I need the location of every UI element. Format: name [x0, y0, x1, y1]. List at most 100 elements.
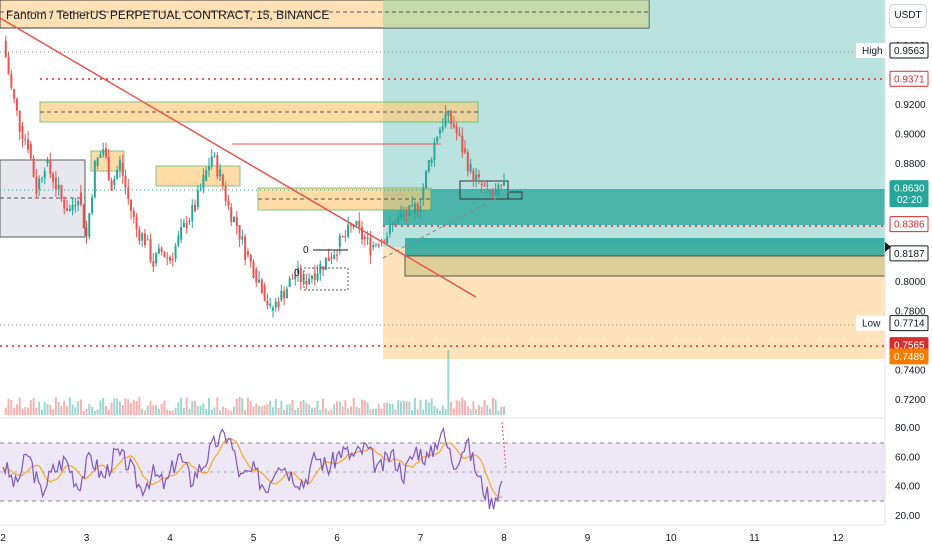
candle [494, 183, 497, 195]
svg-text:0.9563: 0.9563 [894, 46, 925, 57]
volume-bar [79, 399, 82, 415]
volume-bar [336, 401, 338, 415]
candle [466, 149, 469, 177]
volume-bar [352, 398, 355, 415]
volume-bar [402, 400, 405, 415]
volume-bar [450, 402, 453, 415]
rsi-axis[interactable]: 80.00 60.00 40.00 20.00 [895, 423, 920, 522]
volume-bar [121, 405, 124, 415]
candle [93, 159, 96, 199]
volume-bar [149, 400, 152, 415]
volume-bar [305, 402, 308, 415]
candle [38, 175, 41, 197]
candle [113, 175, 116, 190]
volume-bar [196, 406, 199, 415]
volume-bar [77, 401, 80, 415]
volume-bar [394, 409, 397, 415]
top-zone-green-part[interactable] [383, 0, 649, 28]
volume-bar [280, 400, 283, 415]
candle [138, 226, 141, 245]
volume-bar [324, 408, 327, 415]
volume-bar [146, 405, 149, 415]
volume-bar [416, 409, 419, 415]
volume-bar [166, 409, 169, 415]
candle [427, 159, 430, 173]
volume-bar [104, 405, 107, 415]
candle [413, 201, 416, 220]
volume-bar [188, 408, 191, 415]
volume-bar [35, 407, 38, 415]
volume-bar [66, 405, 69, 415]
volume-bar [152, 405, 155, 415]
candle [461, 127, 464, 158]
candle [411, 196, 414, 208]
volume-bar [160, 403, 163, 415]
rsi-ma-line [2, 437, 503, 499]
currency-button[interactable]: USDT [889, 4, 927, 28]
candle [252, 259, 255, 279]
volume-bar [85, 408, 88, 415]
candle [489, 189, 492, 197]
volume-bar [271, 407, 274, 415]
volume-bar [224, 407, 227, 415]
candle [469, 158, 472, 174]
volume-bar [246, 397, 249, 415]
volume-bar [10, 400, 13, 415]
time-axis[interactable]: 2 3 4 5 6 7 8 9 10 11 12 [0, 533, 844, 544]
volume-bar [7, 398, 10, 415]
time-tick-label: 12 [832, 533, 844, 544]
volume-bar [299, 401, 302, 415]
volume-bar [210, 409, 213, 415]
volume-bar [171, 410, 174, 415]
volume-bar [313, 407, 316, 415]
volume-bar [316, 400, 319, 415]
entry-band[interactable] [405, 238, 885, 256]
volume-bar [221, 406, 224, 415]
candle [210, 148, 213, 171]
volume-bar [333, 404, 336, 415]
candle [18, 110, 21, 141]
volume-bar [255, 403, 258, 415]
candle [408, 205, 411, 217]
volume-bar [483, 400, 486, 415]
entry-dashed-line [382, 190, 511, 259]
volume-bar [447, 350, 450, 415]
candle [149, 233, 152, 264]
time-tick-label: 3 [84, 533, 90, 544]
tiny-box[interactable] [507, 191, 523, 200]
candle [486, 181, 489, 194]
volume-bar [207, 398, 210, 415]
candle [366, 231, 369, 246]
candle [419, 199, 422, 219]
candle [238, 224, 241, 248]
volume-bar [93, 410, 96, 415]
volume-bar [391, 403, 394, 415]
loss-inner-box[interactable] [404, 255, 886, 277]
volume-bar [38, 401, 41, 415]
candle [155, 251, 158, 267]
zone-box-3[interactable] [155, 165, 241, 187]
candle [355, 220, 358, 228]
candle [63, 196, 66, 215]
svg-text:0.9371: 0.9371 [894, 74, 925, 85]
candle [43, 167, 46, 185]
volume-bar [63, 400, 66, 415]
candle [458, 127, 461, 137]
current-range-band[interactable] [383, 189, 885, 225]
candle [464, 140, 467, 155]
price-tick-label: 0.7800 [895, 307, 926, 318]
candle [191, 199, 194, 229]
candle [283, 286, 286, 306]
volume-bar [347, 408, 350, 415]
volume-bar [372, 408, 375, 415]
volume-bar [260, 406, 263, 415]
candle [441, 118, 444, 133]
candle [160, 246, 163, 256]
candle [74, 198, 77, 214]
zone-box-2[interactable] [90, 150, 125, 172]
volume-bar [469, 408, 472, 415]
volume-bar [235, 398, 238, 415]
candle [224, 181, 227, 207]
candle [66, 199, 69, 211]
